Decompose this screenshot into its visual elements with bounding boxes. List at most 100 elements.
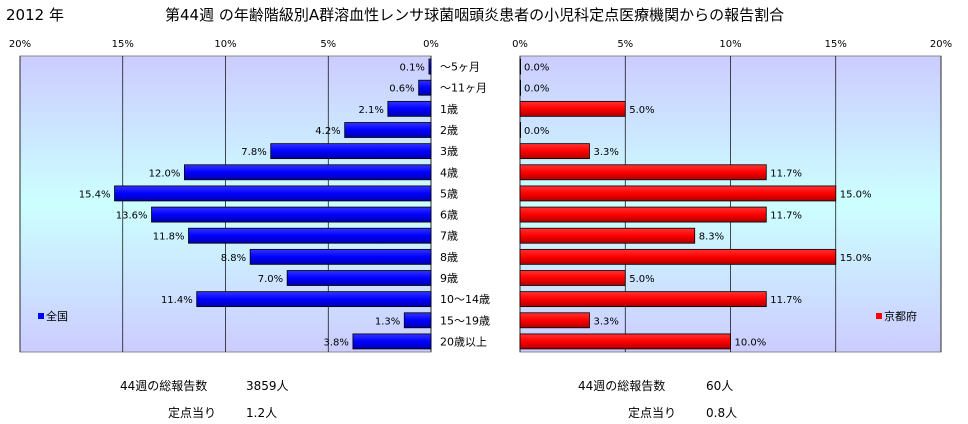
kyoto-per-label: 定点当り (628, 406, 677, 420)
national-total-label: 44週の総報告数 (120, 379, 208, 393)
left-x-tick-label: 20% (9, 39, 31, 50)
kyoto-total-value: 60人 (706, 379, 734, 393)
data-label-national: 8.8% (221, 253, 246, 264)
data-label-national: 7.0% (258, 274, 283, 285)
data-label-kyoto: 0.0% (524, 84, 549, 95)
age-category-label: 3歳 (440, 145, 458, 158)
right-x-tick-label: 20% (930, 39, 952, 50)
data-label-kyoto: 11.7% (770, 295, 802, 306)
age-category-label: 9歳 (440, 272, 458, 285)
data-label-kyoto: 10.0% (735, 337, 767, 348)
legend-kyoto-label: 京都府 (884, 309, 917, 323)
left-x-tick-label: 5% (320, 39, 336, 50)
bar-kyoto (519, 206, 767, 223)
data-label-national: 12.0% (149, 168, 181, 179)
bar-national (270, 143, 432, 160)
left-x-tick-label: 15% (112, 39, 134, 50)
data-label-national: 11.8% (153, 232, 185, 243)
data-label-national: 3.8% (324, 337, 349, 348)
left-x-axis-ticks: 20% 15% 10% 5% 0% (9, 39, 439, 50)
bar-kyoto (519, 312, 590, 329)
bar-national (183, 164, 432, 181)
bar-kyoto (519, 291, 767, 308)
age-category-label: 6歳 (440, 209, 458, 222)
bar-national (352, 333, 432, 350)
data-label-kyoto: 3.3% (593, 147, 618, 158)
legend-national-swatch (38, 313, 44, 319)
kyoto-per-value: 0.8人 (706, 406, 738, 420)
age-category-label: 5歳 (440, 187, 458, 200)
legend-kyoto: 京都府 (876, 309, 917, 323)
right-x-axis-ticks: 0% 5% 10% 15% 20% (512, 39, 952, 50)
national-per-label: 定点当り (168, 406, 217, 420)
chart-year: 2012 年 (6, 6, 64, 24)
chart-canvas: 2012 年 第44週 の年齢階級別A群溶血性レンサ球菌咽頭炎患者の小児科定点医… (6, 6, 952, 353)
bar-national (249, 248, 432, 265)
left-x-tick-label: 10% (214, 39, 236, 50)
age-category-labels: ～5ヶ月 ～11ヶ月 1歳 2歳 3歳 4歳 5歳 6歳 7歳 8歳 9歳 10～14歳 15～19歳 2… (440, 61, 490, 349)
bar-national (286, 270, 432, 286)
right-x-tick-label: 5% (617, 39, 633, 50)
right-x-tick-label: 15% (825, 39, 847, 50)
bar-national (188, 227, 432, 244)
data-label-kyoto: 0.0% (524, 126, 549, 137)
bar-national (428, 58, 432, 75)
bar-kyoto (519, 79, 522, 96)
bar-national (114, 185, 432, 202)
age-category-label: 8歳 (440, 251, 458, 264)
age-category-label: 20歳以上 (440, 335, 487, 348)
data-label-national: 0.6% (389, 84, 414, 95)
bar-kyoto (519, 122, 522, 138)
bar-kyoto (519, 333, 731, 350)
bar-national (344, 122, 432, 138)
legend-national-label: 全国 (46, 309, 68, 323)
left-x-tick-label: 0% (423, 39, 439, 50)
chart-title: 第44週 の年齢階級別A群溶血性レンサ球菌咽頭炎患者の小児科定点医療機関からの報… (165, 6, 784, 24)
data-label-national: 0.1% (400, 63, 425, 74)
bar-kyoto (519, 100, 626, 117)
age-category-label: 2歳 (440, 124, 458, 137)
age-category-label: 4歳 (440, 166, 458, 179)
data-label-national: 13.6% (116, 211, 148, 222)
data-label-kyoto: 5.0% (629, 105, 654, 116)
bar-national (151, 206, 432, 223)
left-bars (114, 58, 432, 350)
bar-kyoto (519, 227, 696, 244)
age-category-label: 10～14歳 (440, 293, 490, 306)
bar-kyoto (519, 270, 626, 286)
data-label-kyoto: 5.0% (629, 274, 654, 285)
data-label-national: 1.3% (375, 316, 400, 327)
data-label-kyoto: 8.3% (699, 232, 724, 243)
bar-national (403, 312, 432, 329)
data-label-national: 11.4% (161, 295, 193, 306)
bar-national (418, 79, 432, 96)
legend-kyoto-swatch (876, 313, 882, 319)
right-bars (519, 58, 837, 350)
data-label-national: 7.8% (241, 147, 266, 158)
data-label-national: 2.1% (358, 105, 383, 116)
national-total-value: 3859人 (246, 379, 289, 393)
data-label-kyoto: 15.0% (840, 253, 872, 264)
age-category-label: ～11ヶ月 (440, 82, 487, 95)
bar-kyoto (519, 248, 837, 265)
age-category-label: ～5ヶ月 (440, 61, 480, 74)
bar-kyoto (519, 143, 590, 160)
national-per-value: 1.2人 (246, 406, 278, 420)
age-category-label: 7歳 (440, 230, 458, 243)
data-label-kyoto: 11.7% (770, 211, 802, 222)
bar-national (196, 291, 432, 308)
right-data-labels: 0.0% 0.0% 5.0% 0.0% 3.3% 11.7% 15.0% 11.7% 8.3% 1… (524, 63, 872, 349)
bar-national (387, 100, 432, 117)
data-label-national: 15.4% (79, 189, 111, 200)
bar-kyoto (519, 164, 767, 181)
legend-national: 全国 (38, 309, 68, 323)
bar-kyoto (519, 58, 522, 75)
right-x-tick-label: 0% (512, 39, 528, 50)
right-x-tick-label: 10% (719, 39, 741, 50)
age-category-label: 1歳 (440, 103, 458, 116)
data-label-kyoto: 15.0% (840, 189, 872, 200)
bar-kyoto (519, 185, 837, 202)
data-label-kyoto: 11.7% (770, 168, 802, 179)
age-category-label: 15～19歳 (440, 314, 490, 327)
